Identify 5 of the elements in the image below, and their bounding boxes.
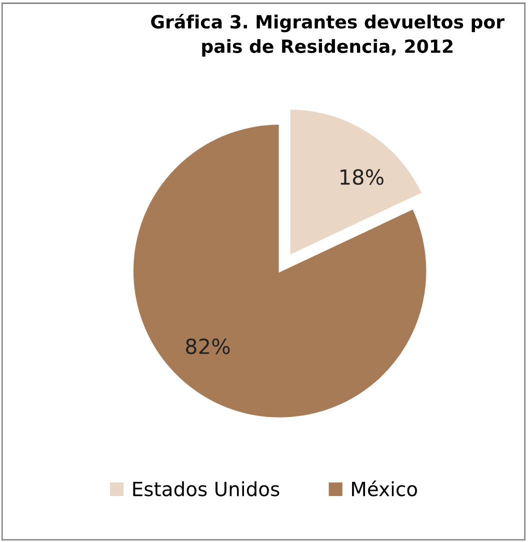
legend-label: México [352,480,417,496]
legend-label: Estados Unidos [133,481,280,496]
chart-title: Gráfica 3. Migrantes devueltos por pais de Residencia, 2012 [151,14,504,57]
data-label: 82% [186,338,230,354]
data-label: 18% [340,169,384,185]
